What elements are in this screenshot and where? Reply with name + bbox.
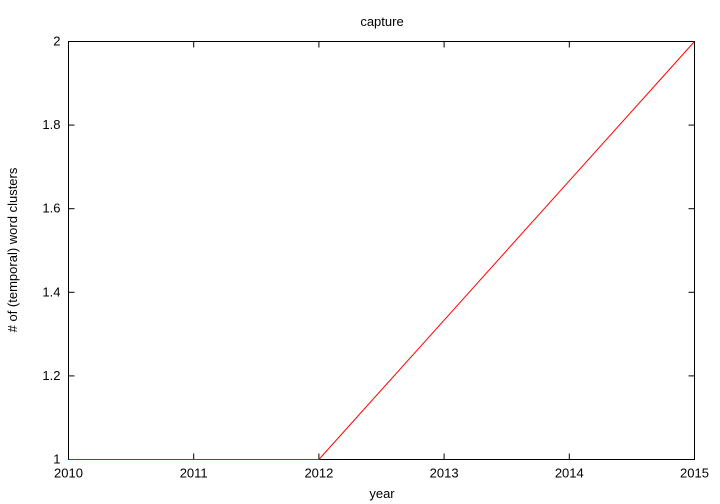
y-tick-label: 2 (53, 34, 60, 49)
chart-title: capture (360, 14, 403, 29)
x-axis-label: year (369, 486, 395, 501)
y-axis: 1 1.2 1.4 1.6 1.8 2 (42, 34, 695, 467)
y-tick-label: 1 (53, 452, 60, 467)
x-tick-label: 2010 (54, 466, 83, 481)
y-tick-label: 1.8 (42, 117, 60, 132)
y-tick-label: 1.2 (42, 368, 60, 383)
plot-area-frame (68, 41, 695, 460)
x-tick-label: 2014 (555, 466, 584, 481)
y-axis-label: # of (temporal) word clusters (5, 167, 20, 332)
data-series-layer (68, 41, 695, 460)
x-tick-label: 2011 (180, 466, 208, 481)
x-axis: 2010 2011 2012 2013 2014 2015 (54, 41, 709, 481)
x-tick-label: 2012 (304, 466, 333, 481)
x-tick-label: 2015 (680, 466, 709, 481)
y-tick-label: 1.4 (42, 284, 60, 299)
series-line (68, 41, 695, 460)
y-tick-label: 1.6 (42, 201, 60, 216)
x-tick-label: 2013 (430, 466, 459, 481)
